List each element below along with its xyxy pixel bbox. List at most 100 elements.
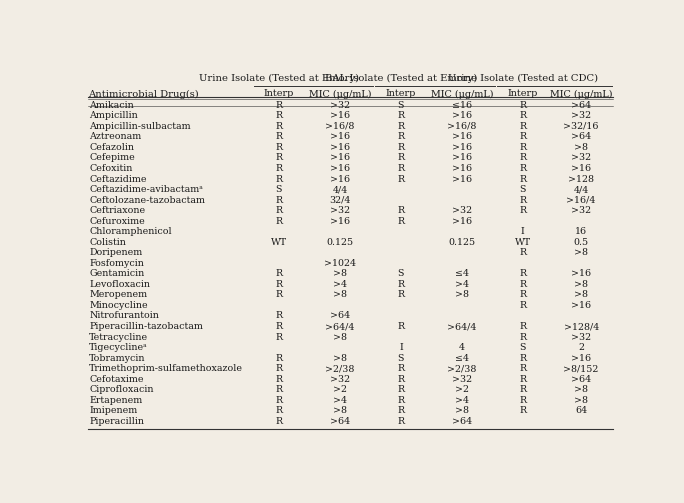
Text: 4/4: 4/4 — [573, 185, 589, 194]
Text: >32: >32 — [571, 111, 591, 120]
Text: Piperacillin-tazobactam: Piperacillin-tazobactam — [89, 322, 203, 331]
Text: Gentamicin: Gentamicin — [89, 269, 144, 278]
Text: >16: >16 — [571, 354, 591, 363]
Text: >2: >2 — [455, 385, 469, 394]
Text: Tobramycin: Tobramycin — [89, 354, 146, 363]
Text: Imipenem: Imipenem — [89, 406, 137, 415]
Text: R: R — [276, 164, 282, 173]
Text: >4: >4 — [333, 280, 347, 289]
Text: 4/4: 4/4 — [332, 185, 347, 194]
Text: >8: >8 — [333, 290, 347, 299]
Text: R: R — [519, 132, 527, 141]
Text: >64: >64 — [330, 417, 350, 426]
Text: >16: >16 — [330, 175, 350, 184]
Text: 0.125: 0.125 — [326, 238, 354, 247]
Text: R: R — [276, 322, 282, 331]
Text: >2/38: >2/38 — [447, 364, 477, 373]
Text: R: R — [397, 406, 404, 415]
Text: 4: 4 — [459, 343, 465, 352]
Text: >128/4: >128/4 — [564, 322, 598, 331]
Text: Piperacillin: Piperacillin — [89, 417, 144, 426]
Text: R: R — [519, 248, 527, 257]
Text: R: R — [519, 364, 527, 373]
Text: R: R — [276, 143, 282, 152]
Text: >16: >16 — [571, 301, 591, 310]
Text: R: R — [276, 206, 282, 215]
Text: R: R — [519, 354, 527, 363]
Text: S: S — [397, 269, 404, 278]
Text: Nitrofurantoin: Nitrofurantoin — [89, 311, 159, 320]
Text: R: R — [276, 332, 282, 342]
Text: Ampicillin: Ampicillin — [89, 111, 138, 120]
Text: >64: >64 — [571, 101, 591, 110]
Text: >64: >64 — [571, 132, 591, 141]
Text: >8: >8 — [574, 290, 588, 299]
Text: >64/4: >64/4 — [447, 322, 477, 331]
Text: R: R — [397, 364, 404, 373]
Text: R: R — [276, 385, 282, 394]
Text: Interp: Interp — [508, 90, 538, 99]
Text: >16: >16 — [452, 217, 472, 226]
Text: >8: >8 — [574, 280, 588, 289]
Text: >4: >4 — [455, 396, 469, 405]
Text: >16: >16 — [452, 143, 472, 152]
Text: >64/4: >64/4 — [326, 322, 354, 331]
Text: 0.5: 0.5 — [574, 238, 589, 247]
Text: R: R — [397, 375, 404, 384]
Text: R: R — [519, 332, 527, 342]
Text: R: R — [397, 175, 404, 184]
Text: R: R — [519, 111, 527, 120]
Text: >8: >8 — [455, 406, 469, 415]
Text: R: R — [276, 269, 282, 278]
Text: Tigecyclineᵃ: Tigecyclineᵃ — [89, 343, 148, 352]
Text: R: R — [519, 290, 527, 299]
Text: >16: >16 — [330, 111, 350, 120]
Text: R: R — [397, 164, 404, 173]
Text: R: R — [276, 406, 282, 415]
Text: R: R — [397, 122, 404, 131]
Text: Ceftazidime-avibactamᵃ: Ceftazidime-avibactamᵃ — [89, 185, 203, 194]
Text: >32: >32 — [330, 375, 350, 384]
Text: R: R — [519, 385, 527, 394]
Text: Ertapenem: Ertapenem — [89, 396, 142, 405]
Text: R: R — [397, 396, 404, 405]
Text: Interp: Interp — [264, 90, 294, 99]
Text: 16: 16 — [575, 227, 587, 236]
Text: >32: >32 — [330, 101, 350, 110]
Text: R: R — [397, 385, 404, 394]
Text: Ceftriaxone: Ceftriaxone — [89, 206, 145, 215]
Text: S: S — [397, 354, 404, 363]
Text: >1024: >1024 — [324, 259, 356, 268]
Text: Ciprofloxacin: Ciprofloxacin — [89, 385, 154, 394]
Text: Ampicillin-sulbactam: Ampicillin-sulbactam — [89, 122, 191, 131]
Text: Cefuroxime: Cefuroxime — [89, 217, 145, 226]
Text: Colistin: Colistin — [89, 238, 126, 247]
Text: R: R — [276, 290, 282, 299]
Text: >8: >8 — [333, 354, 347, 363]
Text: ≤4: ≤4 — [455, 269, 469, 278]
Text: Cefepime: Cefepime — [89, 153, 135, 162]
Text: >16: >16 — [571, 269, 591, 278]
Text: I: I — [521, 227, 525, 236]
Text: >128: >128 — [568, 175, 594, 184]
Text: >16/4: >16/4 — [566, 196, 596, 205]
Text: >32: >32 — [571, 153, 591, 162]
Text: >8: >8 — [455, 290, 469, 299]
Text: Amikacin: Amikacin — [89, 101, 134, 110]
Text: Levofloxacin: Levofloxacin — [89, 280, 150, 289]
Text: BAL Isolate (Tested at Emory): BAL Isolate (Tested at Emory) — [325, 74, 477, 83]
Text: >16: >16 — [330, 217, 350, 226]
Text: R: R — [397, 290, 404, 299]
Text: R: R — [276, 375, 282, 384]
Text: >32/16: >32/16 — [564, 122, 599, 131]
Text: I: I — [399, 343, 403, 352]
Text: 64: 64 — [575, 406, 587, 415]
Text: R: R — [276, 101, 282, 110]
Text: Urine Isolate (Tested at CDC): Urine Isolate (Tested at CDC) — [448, 74, 598, 83]
Text: R: R — [276, 396, 282, 405]
Text: >16: >16 — [452, 164, 472, 173]
Text: R: R — [519, 375, 527, 384]
Text: >32: >32 — [571, 332, 591, 342]
Text: >16: >16 — [452, 175, 472, 184]
Text: >64: >64 — [571, 375, 591, 384]
